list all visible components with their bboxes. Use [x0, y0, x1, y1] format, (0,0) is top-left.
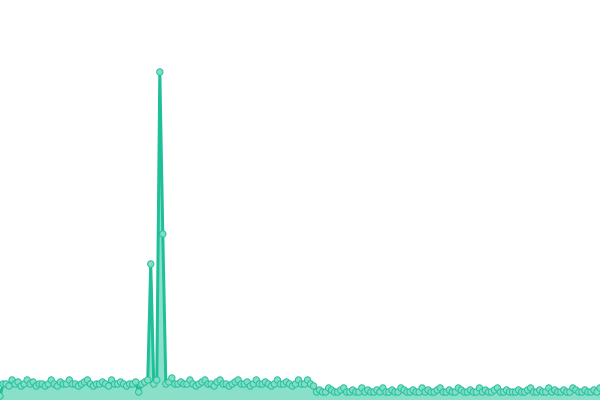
data-point: [104, 382, 113, 390]
data-point: [156, 68, 164, 76]
data-point: [144, 376, 152, 384]
data-points: [0, 68, 600, 400]
data-point: [153, 376, 161, 384]
data-point: [134, 388, 143, 396]
data-point: [168, 374, 176, 382]
data-point: [0, 392, 4, 400]
data-point: [131, 378, 140, 386]
data-point: [159, 230, 167, 238]
data-point: [5, 382, 13, 390]
area-fill: [0, 72, 600, 400]
data-point: [147, 260, 155, 268]
data-point: [309, 382, 318, 390]
series-line: [0, 70, 600, 397]
